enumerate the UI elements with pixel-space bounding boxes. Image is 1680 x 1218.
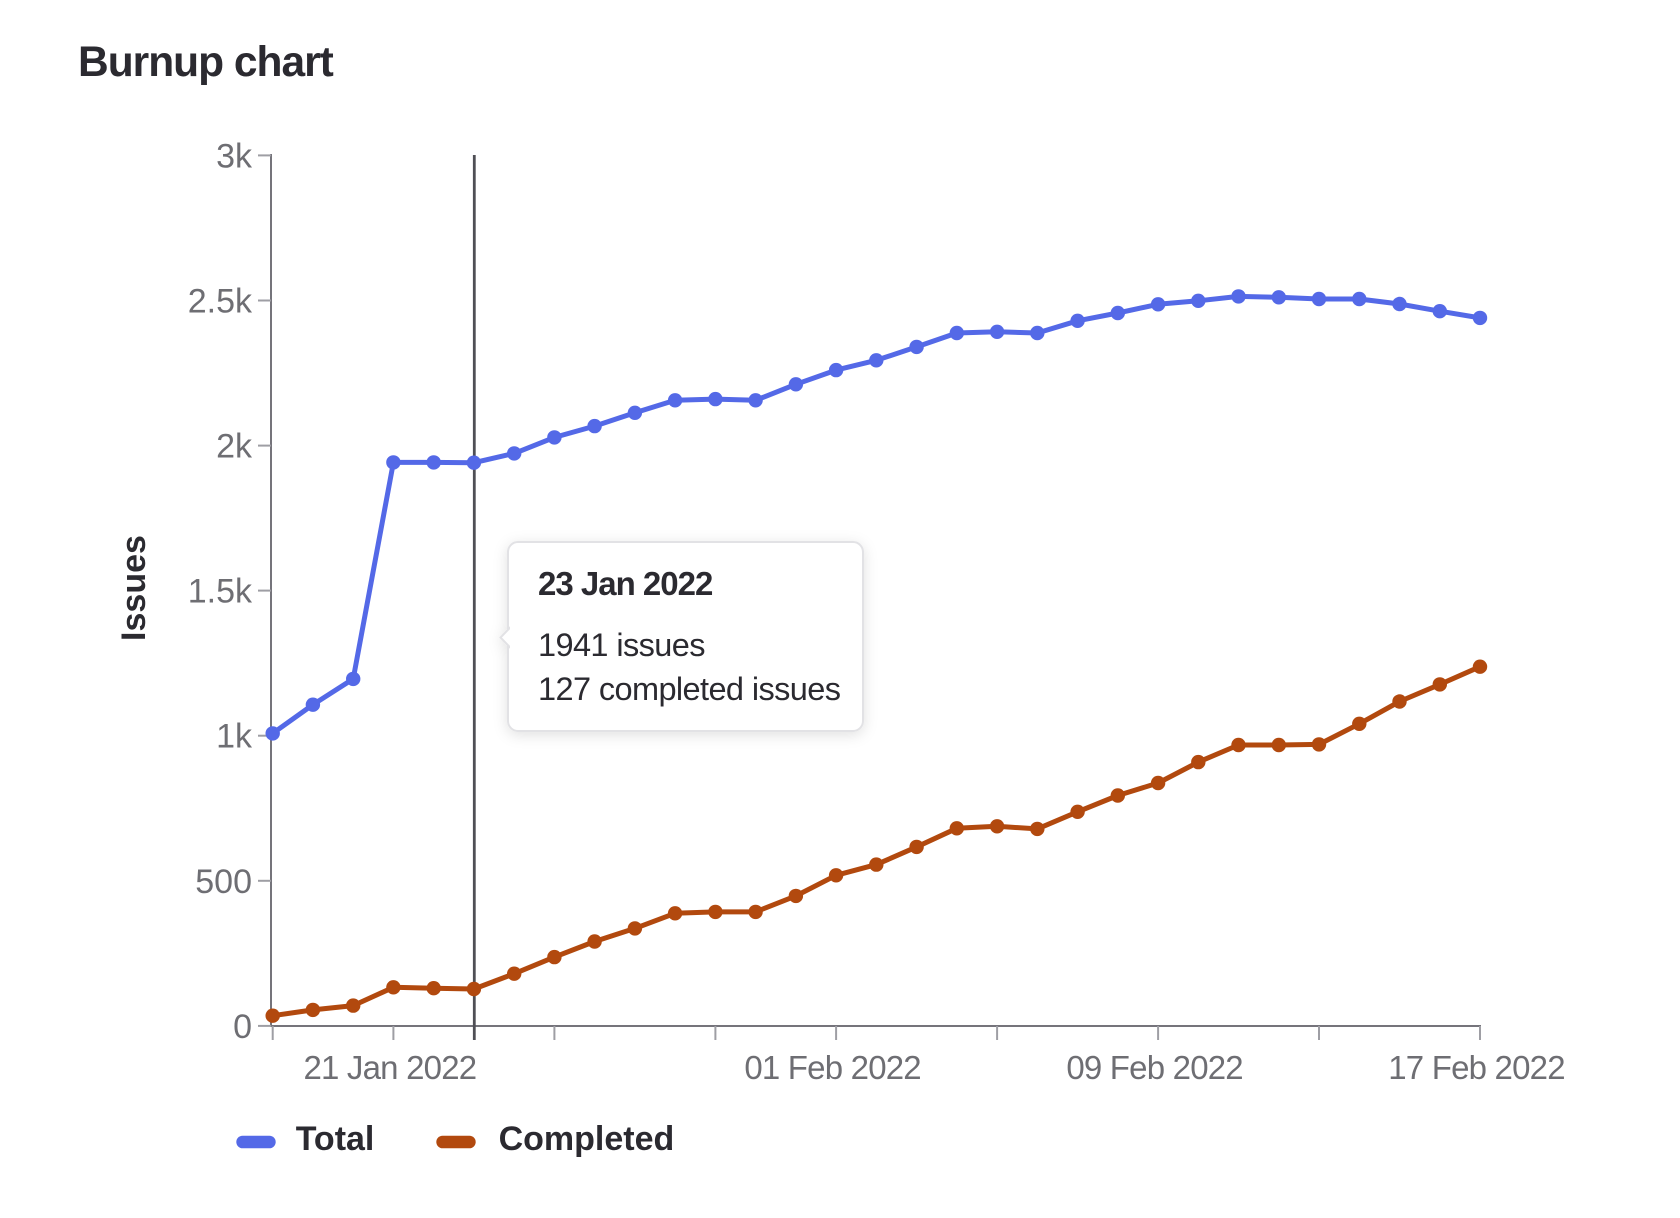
svg-text:2k: 2k xyxy=(216,428,253,466)
svg-text:23 Jan 2022: 23 Jan 2022 xyxy=(538,565,713,602)
svg-text:01 Feb 2022: 01 Feb 2022 xyxy=(744,1049,921,1086)
svg-text:1941 issues: 1941 issues xyxy=(538,627,705,663)
svg-text:1k: 1k xyxy=(216,718,253,756)
svg-text:500: 500 xyxy=(195,863,252,901)
svg-text:21 Jan 2022: 21 Jan 2022 xyxy=(303,1049,476,1086)
svg-text:127 completed issues: 127 completed issues xyxy=(538,671,841,707)
svg-text:Total: Total xyxy=(296,1120,375,1158)
svg-text:09 Feb 2022: 09 Feb 2022 xyxy=(1066,1049,1243,1086)
svg-text:2.5k: 2.5k xyxy=(188,283,253,321)
svg-text:0: 0 xyxy=(233,1008,252,1046)
svg-text:Burnup chart: Burnup chart xyxy=(78,39,334,86)
svg-text:3k: 3k xyxy=(216,137,253,175)
svg-text:1.5k: 1.5k xyxy=(188,573,253,611)
svg-text:17 Feb 2022: 17 Feb 2022 xyxy=(1388,1049,1565,1086)
svg-text:Issues: Issues xyxy=(115,535,153,641)
svg-text:Completed: Completed xyxy=(499,1120,675,1158)
